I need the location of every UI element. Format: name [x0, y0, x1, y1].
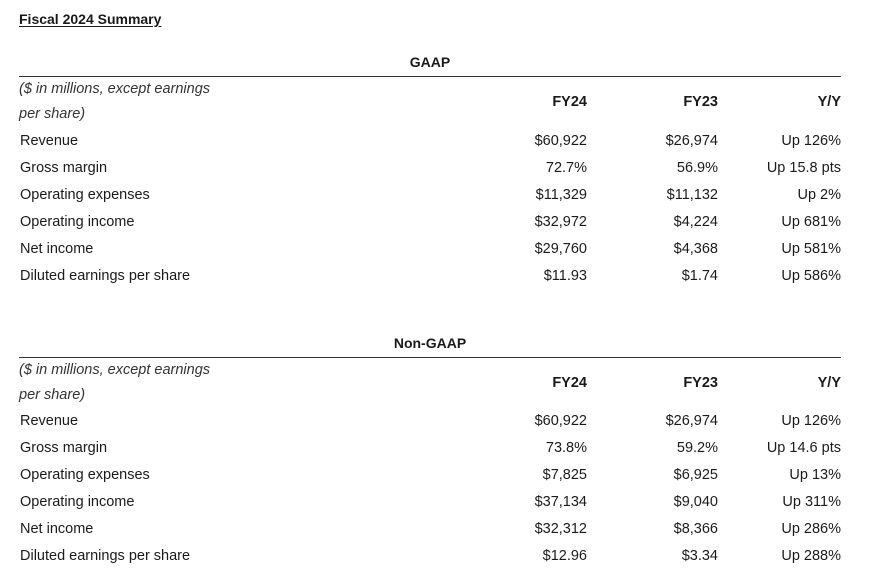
value-fy24: $12.96 [542, 548, 587, 564]
value-yy: Up 126% [781, 133, 841, 149]
value-yy: Up 311% [782, 494, 841, 510]
gaap-units-line1: ($ in millions, except earnings [19, 81, 211, 97]
row-label: Gross margin [20, 160, 108, 176]
value-fy24: $32,312 [534, 521, 587, 537]
value-fy24: $7,825 [542, 467, 587, 483]
value-fy23: $4,368 [673, 241, 718, 257]
row-label: Gross margin [20, 440, 108, 456]
value-fy23: $9,040 [673, 494, 718, 510]
value-fy23: $3.34 [681, 548, 718, 564]
value-yy: Up 681% [781, 214, 841, 230]
value-fy23: $26,974 [665, 133, 718, 149]
row-label: Revenue [20, 133, 79, 149]
value-yy: Up 581% [781, 241, 841, 257]
row-label: Operating expenses [20, 187, 150, 203]
value-yy: Up 14.6 pts [766, 440, 841, 456]
row-label: Diluted earnings per share [20, 548, 191, 564]
row-label: Diluted earnings per share [20, 268, 191, 284]
row-label: Net income [20, 521, 94, 537]
value-fy23: $6,925 [673, 467, 718, 483]
gaap-col-yy: Y/Y [817, 94, 841, 110]
row-label: Revenue [20, 413, 79, 429]
value-yy: Up 286% [781, 521, 841, 537]
value-fy23: $26,974 [665, 413, 718, 429]
gaap-heading: GAAP [409, 54, 451, 70]
row-label: Net income [20, 241, 94, 257]
nongaap-col-yy: Y/Y [817, 375, 841, 391]
value-fy23: $1.74 [681, 268, 718, 284]
gaap-units-line2: per share) [19, 106, 86, 122]
value-fy24: 72.7% [545, 160, 587, 176]
value-fy24: $32,972 [534, 214, 587, 230]
nongaap-heading: Non-GAAP [393, 335, 467, 351]
value-fy24: 73.8% [545, 440, 587, 456]
value-yy: Up 586% [781, 268, 841, 284]
nongaap-units-note: ($ in millions, except earnings per shar… [19, 358, 239, 408]
value-yy: Up 15.8 pts [766, 160, 841, 176]
value-yy: Up 288% [781, 548, 841, 564]
row-label: Operating expenses [20, 467, 150, 483]
row-label: Operating income [20, 494, 135, 510]
gaap-rule [19, 76, 841, 77]
gaap-col-fy24: FY24 [552, 94, 587, 110]
value-fy24: $60,922 [534, 133, 587, 149]
value-yy: Up 2% [797, 187, 841, 203]
nongaap-col-fy24: FY24 [552, 375, 587, 391]
value-fy24: $29,760 [534, 241, 587, 257]
value-fy23: $11,132 [666, 187, 718, 203]
value-fy24: $60,922 [534, 413, 587, 429]
gaap-units-note: ($ in millions, except earnings per shar… [19, 77, 239, 127]
value-fy24: $37,134 [534, 494, 587, 510]
nongaap-units-line1: ($ in millions, except earnings [19, 362, 211, 378]
value-fy23: $8,366 [673, 521, 718, 537]
value-yy: Up 13% [789, 467, 841, 483]
row-label: Operating income [20, 214, 135, 230]
value-yy: Up 126% [781, 413, 841, 429]
page-title: Fiscal 2024 Summary [19, 11, 162, 27]
gaap-col-fy23: FY23 [683, 94, 718, 110]
value-fy24: $11.93 [543, 268, 587, 284]
value-fy23: 59.2% [676, 440, 718, 456]
nongaap-units-line2: per share) [19, 387, 86, 403]
nongaap-rule [19, 357, 841, 358]
value-fy23: 56.9% [676, 160, 718, 176]
value-fy24: $11,329 [535, 187, 587, 203]
value-fy23: $4,224 [673, 214, 718, 230]
nongaap-col-fy23: FY23 [683, 375, 718, 391]
